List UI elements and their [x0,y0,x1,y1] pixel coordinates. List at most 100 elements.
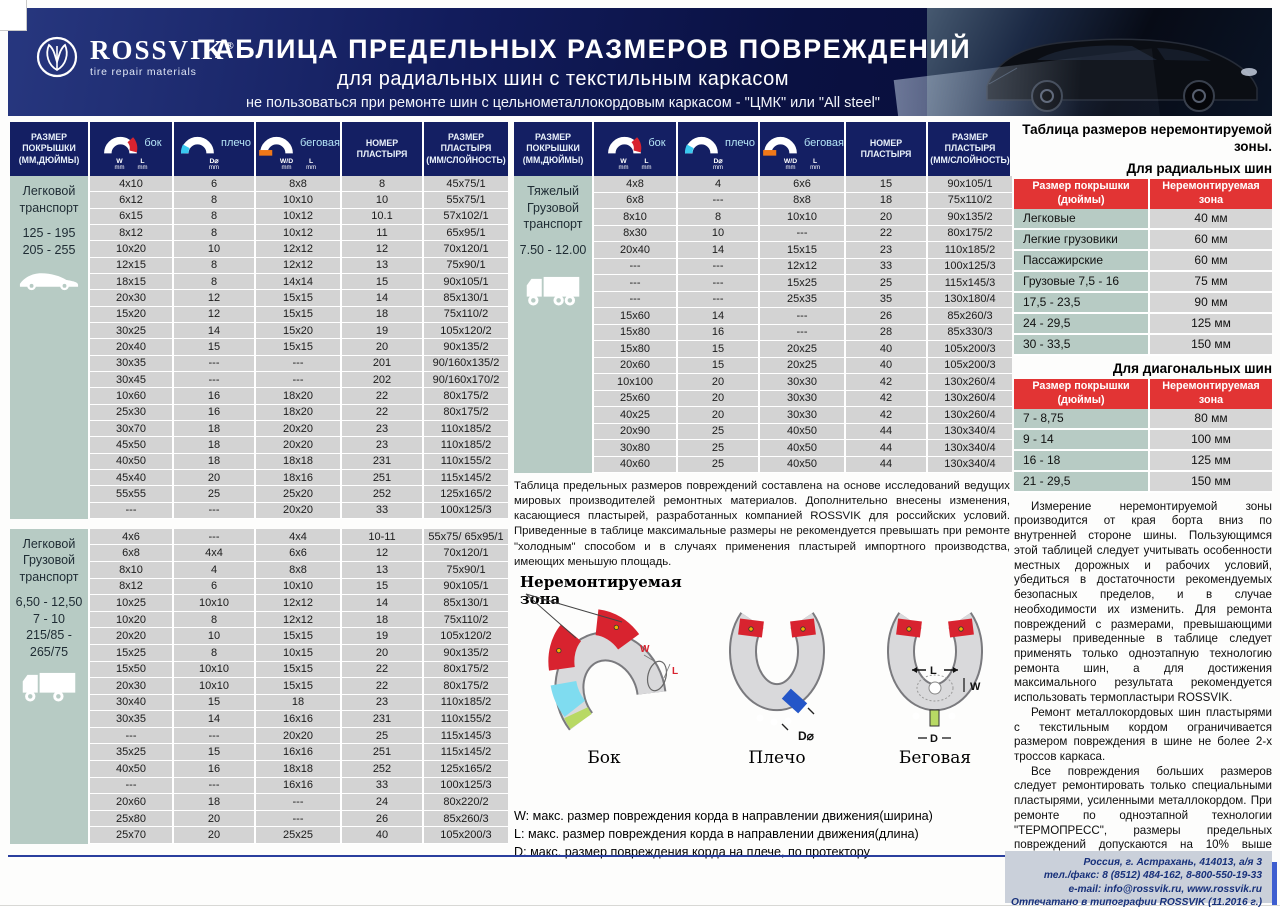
table-cell: 14 [174,711,256,728]
table-row: Легкие грузовики 60 мм [1014,229,1272,251]
text-line: (ММ/СЛОЙНОСТЬ) [426,154,506,165]
svg-text:D: D [930,733,938,745]
table-cell: --- [678,192,760,209]
text-line: (дюймы) [1057,393,1105,406]
table-cell: 18 [846,192,928,209]
table-cell: Легкие грузовики [1014,229,1150,251]
table-row: 15x80 15 20x25 40 105x200/3 [594,341,1012,358]
table-row: 6x8 4x4 6x6 12 70x120/1 [90,545,508,563]
table-cell: 8x8 [256,562,342,579]
col-header-shoulder: плечо D⌀ mm [174,122,256,176]
table-cell: 6x8 [90,545,174,563]
table-cell: 8 [174,208,256,225]
table-cell: --- [90,727,174,745]
table-row: 30x35 14 16x16 231 110x155/2 [90,711,508,728]
table-cell: 16 [678,324,760,341]
table-cell: 7 - 8,75 [1014,408,1150,430]
table-cell: --- [760,225,846,242]
table-cell: 4 [678,176,760,193]
table-cell: 14 [342,290,424,307]
table-row: 10x20 8 12x12 18 75x110/2 [90,611,508,629]
table-cell: 130x340/4 [928,440,1012,457]
table-cell: 130x340/4 [928,423,1012,440]
table-cell: 100 мм [1150,429,1272,451]
table-cell: --- [174,727,256,745]
table-cell: 4x4 [256,528,342,546]
table-cell: 8 [174,192,256,209]
table-cell: 231 [342,453,424,470]
table-cell: 25x60 [594,390,678,407]
table-cell: 10x20 [90,611,174,629]
col-header-patch-number: НОМЕР ПЛАСТЫРЯ [342,122,424,176]
table-cell: 24 [342,794,424,811]
table-cell: 15x15 [760,242,846,259]
table-cell: 8x30 [594,225,678,242]
table-cell: 17,5 - 23,5 [1014,292,1150,314]
table-cell: 65x95/1 [424,224,508,242]
table-cell: 85x260/3 [928,308,1012,325]
table-cell: 18x15 [90,273,174,291]
table-cell: 40x50 [760,423,846,440]
table-cell: 4x10 [90,176,174,193]
table-cell: 80x175/2 [424,404,508,421]
table-cell: 45x75/1 [424,176,508,193]
table-cell: 8 [174,644,256,662]
truck-icon [514,274,592,313]
table-cell: 110x185/2 [928,242,1012,259]
right-panel: Таблица размеров неремонтируемой зоны. Д… [1014,122,1272,897]
table-row: 15x25 8 10x15 20 90x135/2 [90,644,508,662]
table-cell: 20x20 [256,727,342,745]
diagram-tread: L W D Беговая [860,592,1010,768]
table-cell: 20 [678,407,760,424]
table-cell: 10 [342,192,424,209]
text-line: Неремонтируемая [1162,180,1260,193]
table-cell: 18 [174,420,256,438]
text-line: Грузовой [22,553,76,568]
table-cell: 30x70 [90,420,174,438]
table-cell: 10x10 [174,661,256,679]
table-cell: 20 [342,339,424,356]
category-light-truck: Легковой Грузовой транспорт 6,50 - 12,50 7 -… [10,528,90,844]
table-row: Пассажирские 60 мм [1014,250,1272,272]
diagonal-subtitle: Для диагональных шин [1112,360,1272,376]
table-row: 6x12 8 10x10 10 55x75/1 [90,192,508,209]
text-line: тел./факс: 8 (8512) 484-162, 8-800-550-1… [1043,870,1262,882]
table-row: Грузовые 7,5 - 16 75 мм [1014,271,1272,293]
table-cell: 15x80 [594,324,678,341]
text-line: L: макс. размер повреждения корда в напр… [514,826,919,841]
table-cell: 18x18 [256,760,342,778]
diagonal-table: 7 - 8,75 80 мм 9 - 14 100 мм 16 - 18 125 мм 21… [1014,408,1272,493]
table-cell: 24 - 29,5 [1014,313,1150,335]
table-cell: 4x6 [90,528,174,546]
table-row: 10x60 16 18x20 22 80x175/2 [90,388,508,405]
table-cell: 25 [678,456,760,473]
table-cell: 40 мм [1150,208,1272,230]
table-row: 40x25 20 30x30 42 130x260/4 [594,407,1012,424]
table-cell: 110x185/2 [424,420,508,438]
table-row: 20x20 10 15x15 19 105x120/2 [90,628,508,645]
table-cell: 10 [174,241,256,258]
table-cell: 8x12 [90,224,174,242]
table-cell: 14 [678,242,760,259]
col-header-size: Размер покрышки (дюймы) [1014,378,1150,409]
table-row: 8x30 10 --- 22 80x175/2 [594,225,1012,242]
table-cell: 25x80 [90,810,174,828]
table-cell: 10x10 [174,595,256,612]
table-cell: 20x30 [90,678,174,695]
car-icon [10,268,88,297]
col-header-text: НОМЕР ПЛАСТЫРЯ [861,138,912,161]
table-row: 17,5 - 23,5 90 мм [1014,292,1272,314]
table-cell: 10.1 [342,208,424,225]
diagram-caption: Бок [587,747,621,768]
table-row: 40x50 16 18x18 252 125x165/2 [90,760,508,778]
col-label: беговая [300,137,340,150]
table-cell: 8x10 [90,562,174,579]
diagram-caption: Беговая [898,747,972,768]
table-row: 4x10 6 8x8 8 45x75/1 [90,176,508,193]
table-cell: 45x40 [90,469,174,487]
text-line: транспорт [19,569,79,584]
table-cell: 40x25 [594,407,678,424]
table-cell: 10 [678,225,760,242]
